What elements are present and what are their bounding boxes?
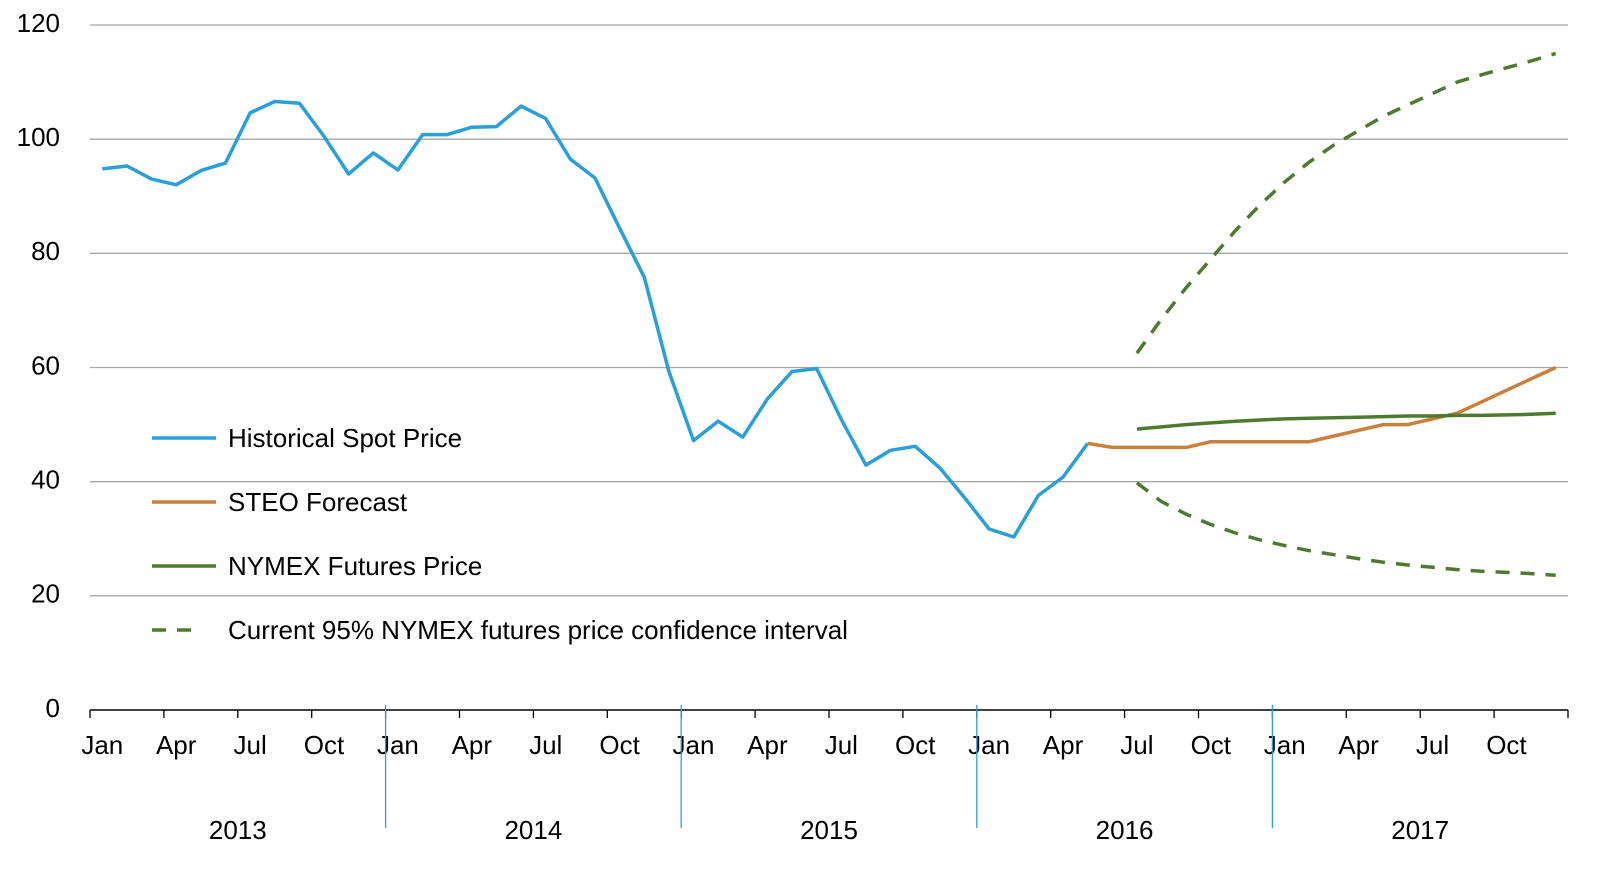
legend-label: Historical Spot Price: [228, 423, 463, 453]
x-tick-label: Jul: [233, 730, 266, 760]
x-tick-label: Jan: [968, 730, 1010, 760]
x-tick-label: Jul: [529, 730, 562, 760]
x-tick-label: Apr: [1338, 730, 1379, 760]
y-tick-label: 0: [46, 693, 60, 723]
y-tick-label: 60: [31, 350, 60, 380]
x-tick-label: Jan: [673, 730, 715, 760]
legend-swatch: [152, 500, 216, 504]
y-tick-label: 80: [31, 236, 60, 266]
legend: Historical Spot Price STEO Forecast NYMEX …: [150, 418, 910, 674]
x-tick-label: Apr: [1043, 730, 1084, 760]
y-tick-label: 120: [17, 8, 60, 38]
x-tick-label: Jan: [377, 730, 419, 760]
group-label: 2015: [800, 815, 858, 845]
x-tick-label: Jul: [825, 730, 858, 760]
group-label: 2013: [209, 815, 267, 845]
x-tick-label: Oct: [1191, 730, 1232, 760]
y-tick-label: 100: [17, 122, 60, 152]
legend-swatch: [152, 436, 216, 440]
series-line: [1135, 481, 1556, 578]
series-line: [102, 99, 1090, 539]
x-tick-label: Oct: [599, 730, 640, 760]
legend-item: STEO Forecast: [150, 482, 910, 546]
y-tick-label: 40: [31, 465, 60, 495]
x-tick-label: Jul: [1416, 730, 1449, 760]
x-tick-label: Oct: [304, 730, 345, 760]
series-line: [1135, 51, 1557, 355]
legend-label: STEO Forecast: [228, 487, 408, 517]
x-tick-label: Apr: [747, 730, 788, 760]
group-label: 2017: [1391, 815, 1449, 845]
y-tick-label: 20: [31, 579, 60, 609]
x-tick-label: Oct: [1486, 730, 1527, 760]
x-tick-label: Oct: [895, 730, 936, 760]
legend-item: Current 95% NYMEX futures price confiden…: [150, 610, 910, 674]
x-tick-label: Jan: [81, 730, 123, 760]
x-tick-label: Jan: [1264, 730, 1306, 760]
legend-item: Historical Spot Price: [150, 418, 910, 482]
legend-swatch: [152, 564, 216, 568]
legend-item: NYMEX Futures Price: [150, 546, 910, 610]
x-tick-label: Apr: [452, 730, 493, 760]
series-line: [1087, 365, 1557, 450]
group-label: 2016: [1096, 815, 1154, 845]
series-line: [1136, 411, 1556, 431]
legend-label: Current 95% NYMEX futures price confiden…: [228, 615, 848, 645]
group-label: 2014: [504, 815, 562, 845]
legend-label: NYMEX Futures Price: [228, 551, 483, 581]
x-tick-label: Jul: [1120, 730, 1153, 760]
x-tick-label: Apr: [156, 730, 197, 760]
legend-swatch: [152, 628, 202, 632]
